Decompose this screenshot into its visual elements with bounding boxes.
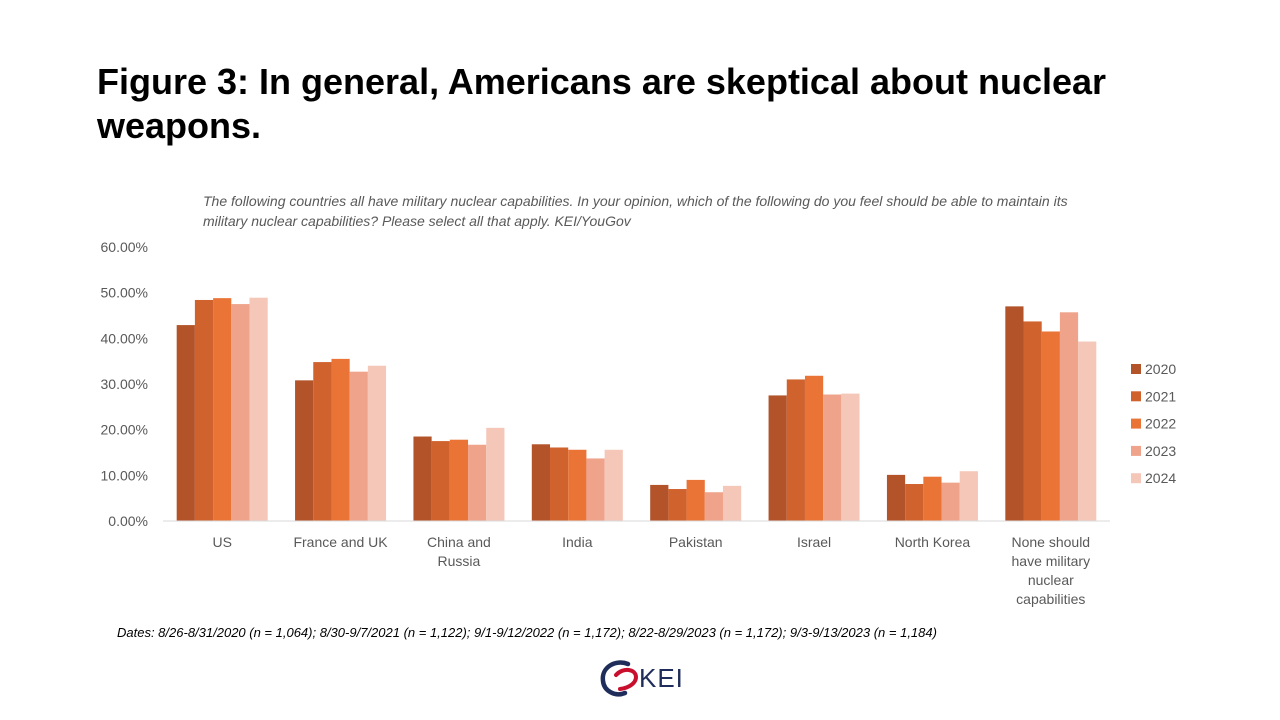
x-axis-labels: US France and UK China and Russia India Pakis… — [212, 534, 1090, 607]
bar — [213, 298, 232, 521]
bar — [786, 379, 805, 521]
legend: 2020 2021 2022 2023 2024 — [1131, 361, 1176, 486]
legend-label: 2022 — [1145, 416, 1176, 432]
bar — [367, 365, 387, 521]
bar — [841, 393, 860, 521]
legend-label: 2024 — [1145, 470, 1176, 486]
y-tick-label: 60.00% — [101, 239, 148, 255]
bars — [176, 297, 1097, 521]
bar — [1078, 341, 1097, 521]
y-tick-label: 50.00% — [101, 285, 148, 301]
bar — [1059, 312, 1079, 521]
bar — [194, 299, 214, 521]
bar — [413, 436, 432, 521]
bar — [1023, 321, 1042, 521]
bar — [295, 380, 314, 521]
y-tick-label: 20.00% — [101, 422, 148, 438]
y-axis-labels: 0.00% 10.00% 20.00% 30.00% 40.00% 50.00% 60.00… — [101, 239, 148, 529]
bar — [905, 484, 924, 521]
bar — [722, 485, 742, 521]
y-tick-label: 10.00% — [101, 467, 148, 483]
x-tick-label: North Korea — [895, 534, 971, 550]
x-tick-label: Pakistan — [669, 534, 723, 550]
legend-swatch — [1131, 391, 1141, 402]
bar — [886, 474, 906, 521]
bar — [550, 447, 569, 521]
slide-title: Figure 3: In general, Americans are skep… — [97, 61, 1107, 146]
x-tick-label: France and UK — [293, 534, 388, 550]
bar — [1005, 306, 1024, 521]
bar — [349, 371, 368, 521]
x-tick-label: None should — [1011, 534, 1090, 550]
y-tick-label: 0.00% — [108, 513, 148, 529]
bar — [959, 471, 978, 521]
legend-swatch — [1131, 445, 1141, 456]
legend-swatch — [1131, 473, 1141, 484]
bar — [804, 375, 824, 521]
x-tick-label: Israel — [797, 534, 831, 550]
legend-swatch — [1131, 418, 1141, 429]
bar — [923, 476, 942, 521]
kei-logo-mark-icon — [600, 660, 639, 697]
x-tick-label: capabilities — [1016, 591, 1085, 607]
bar — [449, 439, 469, 521]
bar — [586, 458, 605, 521]
bar — [686, 479, 705, 521]
bar — [313, 362, 332, 521]
bar — [249, 297, 268, 521]
bar — [941, 482, 960, 521]
bar — [486, 427, 505, 521]
y-tick-label: 40.00% — [101, 330, 148, 346]
legend-label: 2023 — [1145, 443, 1176, 459]
footnote: Dates: 8/26-8/31/2020 (n = 1,064); 8/30-… — [117, 625, 937, 640]
bar — [650, 484, 669, 521]
kei-logo: KEI — [598, 657, 698, 701]
x-tick-label: India — [562, 534, 593, 550]
bar — [668, 489, 687, 521]
x-tick-label: have military — [1012, 553, 1091, 569]
legend-swatch — [1131, 364, 1141, 374]
y-tick-label: 30.00% — [101, 376, 148, 392]
bar — [823, 394, 842, 521]
chart-question: The following countries all have militar… — [203, 193, 1068, 229]
kei-logo-text: KEI — [639, 663, 684, 693]
bar — [531, 444, 551, 521]
bar — [1041, 331, 1060, 521]
bar — [704, 492, 723, 521]
bar — [231, 304, 250, 521]
x-tick-label: China and — [427, 534, 491, 550]
bar — [568, 449, 587, 521]
bar — [431, 441, 450, 521]
legend-label: 2021 — [1145, 388, 1176, 404]
bar — [176, 325, 195, 521]
x-tick-label: nuclear — [1028, 572, 1074, 588]
bar — [331, 358, 350, 521]
bar — [768, 395, 787, 521]
bar — [604, 449, 623, 521]
bar — [468, 444, 487, 521]
x-tick-label: Russia — [438, 553, 481, 569]
legend-label: 2020 — [1145, 361, 1176, 377]
x-tick-label: US — [212, 534, 231, 550]
